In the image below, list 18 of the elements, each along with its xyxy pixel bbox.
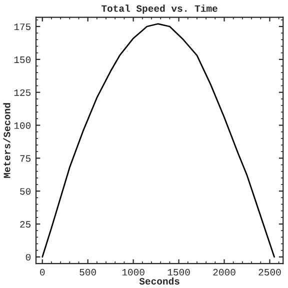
x-tick-label: 1500 — [168, 268, 190, 276]
y-tick-label: 75 — [20, 155, 31, 162]
line-series — [42, 23, 275, 258]
y-tick-label: 25 — [20, 221, 31, 228]
x-tick-label: 2000 — [213, 268, 236, 276]
y-tick-label: 175 — [14, 24, 31, 30]
chart-title: Total Speed vs. Time — [101, 4, 218, 14]
y-tick-label: 100 — [14, 122, 31, 129]
x-tick-label: 0 — [40, 268, 45, 276]
x-tick-label: 500 — [80, 268, 96, 276]
x-axis-title: Seconds — [139, 277, 180, 285]
y-tick-label: 150 — [14, 56, 31, 64]
y-tick-label: 0 — [26, 254, 31, 261]
y-tick-label: 125 — [14, 89, 31, 96]
y-axis-title: Meters/Second — [3, 103, 10, 178]
y-tick-label: 50 — [20, 188, 31, 195]
x-tick-label: 1000 — [122, 268, 144, 276]
x-tick-label: 2500 — [258, 268, 281, 276]
